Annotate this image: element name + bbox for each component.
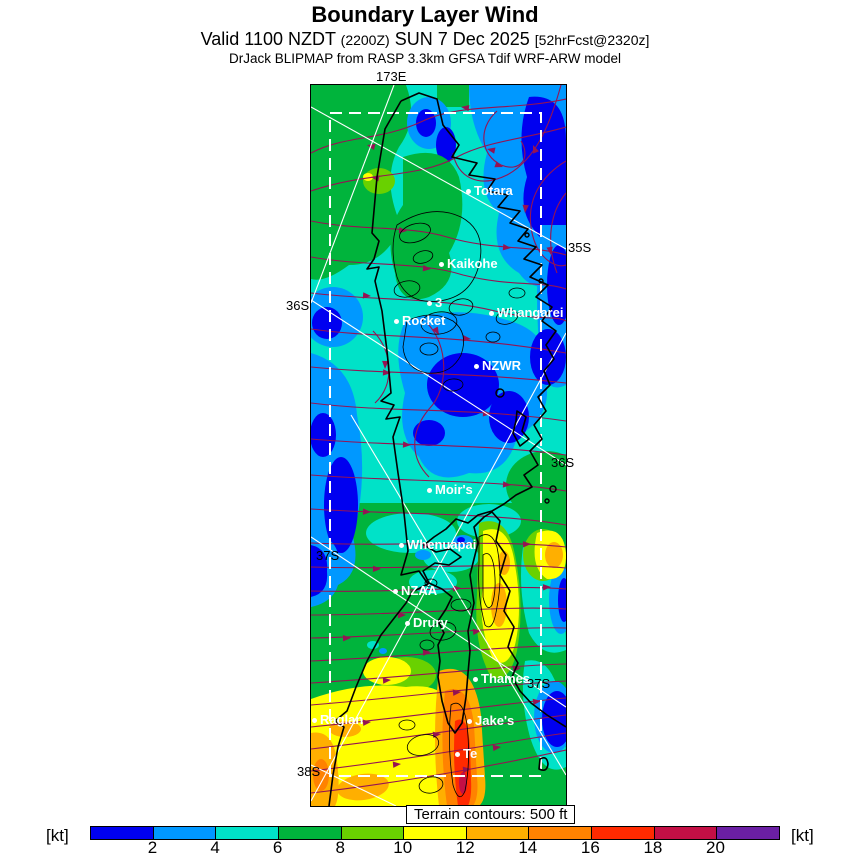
valid-date: SUN 7 Dec 2025 <box>394 29 530 50</box>
colorbar-segment <box>404 827 467 839</box>
colorbar-segment <box>529 827 593 839</box>
colorbar-tick: 6 <box>272 838 283 857</box>
colorbar-segment <box>717 827 780 839</box>
colorbar-tick: 18 <box>643 838 663 857</box>
colorbar-segment <box>654 827 718 839</box>
place-name: NZAA <box>401 583 438 598</box>
place-dot <box>474 364 479 369</box>
colorbar-unit-right: [kt] <box>791 826 814 845</box>
place-dot <box>427 301 432 306</box>
colorbar-segment <box>341 827 405 839</box>
place-name: Moir's <box>435 482 473 497</box>
colorbar-segment <box>278 827 342 839</box>
graticule-label: 35S <box>568 240 592 255</box>
page-title: Boundary Layer Wind <box>311 2 539 27</box>
graticule-label: 36S <box>286 298 310 313</box>
colorbar-unit-left: [kt] <box>46 826 69 845</box>
colorbar-tick: 14 <box>518 838 538 857</box>
place-name: Raglan <box>320 712 364 727</box>
colorbar-tick: 12 <box>455 838 475 857</box>
colorbar-tick: 16 <box>580 838 600 857</box>
colorbar-segment <box>153 827 217 839</box>
place-name: 3 <box>435 295 443 310</box>
colorbar-tick: 8 <box>335 838 345 857</box>
place-name: Kaikohe <box>447 256 498 271</box>
place-name: Drury <box>413 615 448 630</box>
place-dot <box>394 319 399 324</box>
place-dot <box>439 262 444 267</box>
model-line: DrJack BLIPMAP from RASP 3.3km GFSA Tdif… <box>228 50 622 66</box>
place-name: Whangarei <box>497 305 564 320</box>
place-name: Totara <box>474 183 513 198</box>
colorbar-tick: 20 <box>705 838 725 857</box>
colorbar-segment <box>216 827 279 839</box>
header: Boundary Layer Wind Valid 1100 NZDT (220… <box>0 2 850 67</box>
place-name: NZWR <box>482 358 521 373</box>
terrain-note: Terrain contours: 500 ft <box>406 805 576 824</box>
valid-time: Valid 1100 NZDT <box>200 29 336 50</box>
place-dot <box>399 543 404 548</box>
valid-line: Valid 1100 NZDT (2200Z) SUN 7 Dec 2025 [… <box>0 29 850 50</box>
forecast-tag: [52hrFcst@2320z] <box>534 32 650 49</box>
colorbar-tick: 10 <box>393 838 413 857</box>
graticule-label: 37S <box>527 676 551 691</box>
wind-map[interactable]: Totara Kaikohe 3 Whangarei Rocket NZWR Moir's W… <box>310 84 567 807</box>
colorbar-tick: 4 <box>210 838 220 857</box>
graticule-label: 173E <box>376 69 407 84</box>
place-dot <box>467 719 472 724</box>
wind-map-art <box>311 85 566 806</box>
place-name: Whenuapai <box>407 537 477 552</box>
valid-zulu: (2200Z) <box>340 32 390 49</box>
place-dot <box>466 189 471 194</box>
place-dot <box>427 488 432 493</box>
place-dot <box>473 677 478 682</box>
place-dot <box>489 311 494 316</box>
place-name: Te <box>463 746 478 761</box>
place-name: Rocket <box>402 313 446 328</box>
colorbar-segment <box>592 827 655 839</box>
place-name: Jake's <box>475 713 515 728</box>
colorbar-segment <box>466 827 530 839</box>
place-dot <box>405 621 410 626</box>
graticule-label: 36S <box>551 455 575 470</box>
place-dot <box>455 752 460 757</box>
place-dot <box>312 718 317 723</box>
colorbar-tick: 2 <box>147 838 158 857</box>
graticule-label: 38S <box>297 764 321 779</box>
graticule-label: 37S <box>316 548 340 563</box>
colorbar <box>90 826 780 840</box>
place-name: Thames <box>481 671 531 686</box>
colorbar-segment <box>91 827 154 839</box>
place-labels-layer: Totara Kaikohe 3 Whangarei Rocket NZWR Moir's W… <box>311 85 566 806</box>
place-dot <box>393 589 398 594</box>
